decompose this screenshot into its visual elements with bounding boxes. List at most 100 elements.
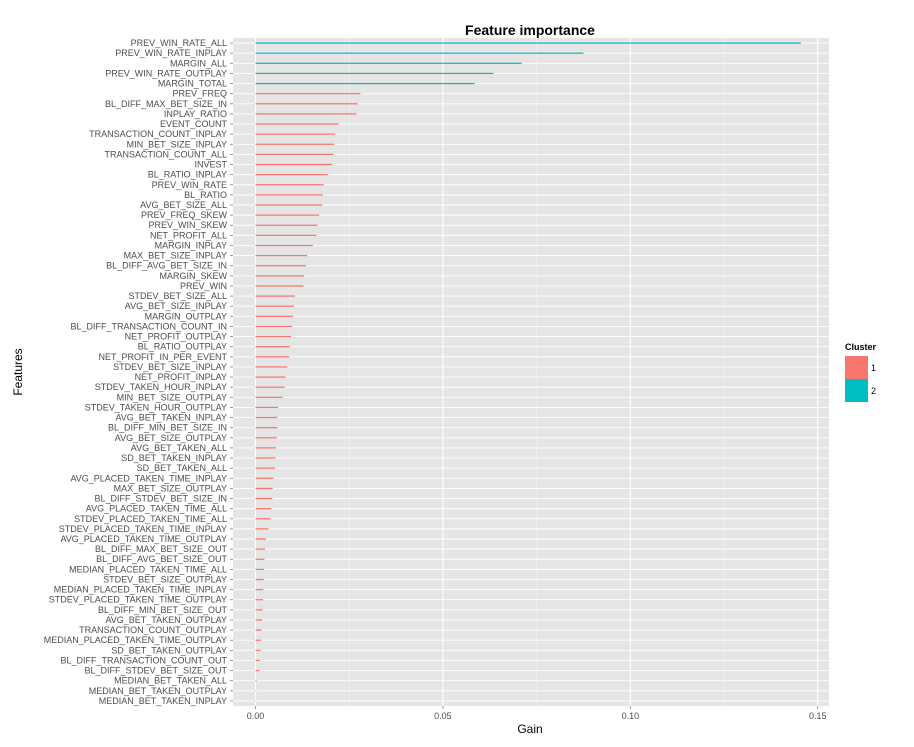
legend: Cluster 1 2 (845, 342, 877, 402)
bar-margin-inplay (255, 244, 313, 247)
y-tick-label: BL_RATIO (184, 190, 227, 200)
y-tick-label: MARGIN_ALL (170, 58, 227, 68)
bar-inplay-ratio (255, 113, 357, 115)
y-tick-label: AVG_PLACED_TAKEN_TIME_OUTPLAY (60, 534, 227, 544)
y-tick-label: MIN_BET_SIZE_INPLAY (127, 139, 227, 149)
bar-median-bet-taken-all (255, 680, 257, 682)
y-tick-label: TRANSACTION_COUNT_INPLAY (89, 129, 227, 139)
y-tick-label: MEDIAN_PLACED_TAKEN_TIME_OUTPLAY (44, 635, 227, 645)
bar-invest (255, 163, 333, 166)
y-tick-label: STDEV_BET_SIZE_OUTPLAY (103, 574, 227, 584)
legend-title: Cluster (845, 342, 877, 352)
bar-bl-ratio-inplay (255, 174, 328, 176)
y-tick-label: BL_DIFF_STDEV_BET_SIZE_IN (94, 494, 227, 504)
y-tick-label: STDEV_PLACED_TAKEN_TIME_ALL (74, 514, 227, 524)
chart-title: Feature importance (465, 22, 595, 38)
bar-bl-diff-max-bet-size-out (255, 548, 265, 550)
y-tick-label: AVG_BET_SIZE_INPLAY (125, 301, 227, 311)
bar-stdev-bet-size-inplay (255, 366, 288, 368)
y-axis-title: Features (11, 348, 25, 395)
y-tick-label: BL_DIFF_MAX_BET_SIZE_IN (105, 99, 227, 109)
y-tick-label: NET_PROFIT_ALL (150, 230, 227, 240)
y-tick-label: MEDIAN_PLACED_TAKEN_TIME_INPLAY (54, 585, 227, 595)
bar-median-placed-taken-time-outplay (255, 639, 262, 641)
y-tick-label: STDEV_PLACED_TAKEN_TIME_INPLAY (59, 524, 227, 534)
bar-median-placed-taken-time-inplay (255, 588, 264, 591)
y-tick-label: PREV_WIN_RATE_ALL (131, 38, 227, 48)
y-tick-label: BL_DIFF_MIN_BET_SIZE_IN (108, 423, 227, 433)
y-tick-label: BL_DIFF_TRANSACTION_COUNT_OUT (60, 655, 227, 665)
y-tick-label: SD_BET_TAKEN_INPLAY (121, 453, 227, 463)
y-tick-label: MAX_BET_SIZE_INPLAY (124, 251, 227, 261)
y-tick-label: AVG_PLACED_TAKEN_TIME_INPLAY (70, 473, 227, 483)
bar-stdev-bet-size-all (255, 295, 295, 297)
bar-prev-freq (255, 93, 361, 95)
y-tick-label: NET_PROFIT_INPLAY (135, 372, 227, 382)
bar-bl-diff-stdev-bet-size-in (255, 497, 273, 500)
y-tick-label: BL_DIFF_AVG_BET_SIZE_OUT (96, 554, 227, 564)
y-tick-label: INPLAY_RATIO (164, 109, 227, 119)
bar-median-placed-taken-time-all (255, 568, 265, 570)
y-tick-label: MIN_BET_SIZE_OUTPLAY (117, 392, 227, 402)
y-tick-label: TRANSACTION_COUNT_OUTPLAY (79, 625, 227, 635)
y-tick-label: PREV_WIN_SKEW (148, 220, 227, 230)
y-tick-label: MEDIAN_BET_TAKEN_OUTPLAY (89, 686, 227, 696)
bar-min-bet-size-inplay (255, 143, 335, 145)
bar-bl-diff-transaction-count-out (255, 659, 260, 662)
y-tick-label: MARGIN_SKEW (159, 271, 227, 281)
bar-sd-bet-taken-all (255, 467, 275, 469)
legend-key-2 (845, 379, 868, 402)
bar-avg-bet-size-inplay (255, 305, 295, 307)
y-tick-label: AVG_BET_SIZE_OUTPLAY (115, 433, 227, 443)
bar-prev-win-rate-inplay (255, 52, 584, 54)
bar-stdev-placed-taken-time-outplay (255, 599, 263, 601)
y-tick-label: BL_RATIO_INPLAY (148, 170, 227, 180)
bar-prev-win-rate-outplay (255, 72, 494, 75)
bar-stdev-placed-taken-time-all (255, 518, 271, 520)
y-tick-label: NET_PROFIT_IN_PER_EVENT (98, 352, 227, 362)
y-tick-label: TRANSACTION_COUNT_ALL (104, 149, 227, 159)
y-tick-label: BL_DIFF_MIN_BET_SIZE_OUT (98, 605, 228, 615)
y-tick-label: MARGIN_OUTPLAY (145, 311, 227, 321)
bar-avg-bet-size-outplay (255, 437, 277, 439)
y-tick-label: AVG_BET_TAKEN_INPLAY (115, 413, 227, 423)
y-tick-label: PREV_FREQ (172, 89, 227, 99)
bar-transaction-count-all (255, 153, 334, 156)
y-tick-label: STDEV_PLACED_TAKEN_TIME_OUTPLAY (49, 595, 227, 605)
bar-max-bet-size-inplay (255, 254, 308, 257)
bar-bl-ratio-outplay (255, 346, 290, 348)
y-tick-label: MARGIN_INPLAY (155, 240, 227, 250)
bar-margin-all (255, 62, 522, 64)
y-tick-label: MEDIAN_PLACED_TAKEN_TIME_ALL (69, 564, 227, 574)
bar-stdev-taken-hour-inplay (255, 386, 285, 388)
bar-median-bet-taken-outplay (255, 690, 257, 692)
legend-label-1: 1 (871, 363, 876, 373)
bar-net-profit-outplay (255, 335, 292, 338)
y-tick-label: SD_BET_TAKEN_OUTPLAY (111, 645, 227, 655)
y-tick-label: PREV_WIN_RATE_INPLAY (115, 48, 227, 58)
y-tick-label: BL_DIFF_TRANSACTION_COUNT_IN (70, 321, 227, 331)
x-axis-ticks: 0.00 0.05 0.10 0.15 (247, 706, 827, 721)
bar-margin-outplay (255, 315, 293, 317)
feature-tick-labels: PREV_WIN_RATE_ALLPREV_WIN_RATE_INPLAYMAR… (44, 38, 233, 706)
bar-bl-ratio (255, 194, 323, 196)
x-axis-title: Gain (517, 722, 542, 736)
bar-prev-win-rate (255, 184, 324, 186)
y-tick-label: STDEV_TAKEN_HOUR_INPLAY (95, 382, 227, 392)
y-tick-label: STDEV_BET_SIZE_ALL (128, 291, 227, 301)
bar-bl-diff-max-bet-size-in (255, 103, 358, 105)
y-tick-label: MARGIN_TOTAL (158, 79, 227, 89)
y-tick-label: MAX_BET_SIZE_OUTPLAY (114, 483, 227, 493)
legend-key-1 (845, 356, 868, 379)
bars (255, 42, 801, 702)
bar-avg-placed-taken-time-outplay (255, 538, 266, 540)
bar-net-profit-all (255, 234, 317, 236)
y-tick-label: MEDIAN_BET_TAKEN_ALL (114, 676, 227, 686)
bar-min-bet-size-outplay (255, 396, 283, 398)
bar-max-bet-size-outplay (255, 487, 273, 490)
y-tick-label: PREV_WIN_RATE_OUTPLAY (105, 68, 227, 78)
y-tick-label: STDEV_BET_SIZE_INPLAY (113, 362, 227, 372)
bar-net-profit-inplay (255, 376, 286, 378)
bar-sd-bet-taken-inplay (255, 457, 276, 459)
x-tick-label: 0.05 (434, 711, 452, 721)
